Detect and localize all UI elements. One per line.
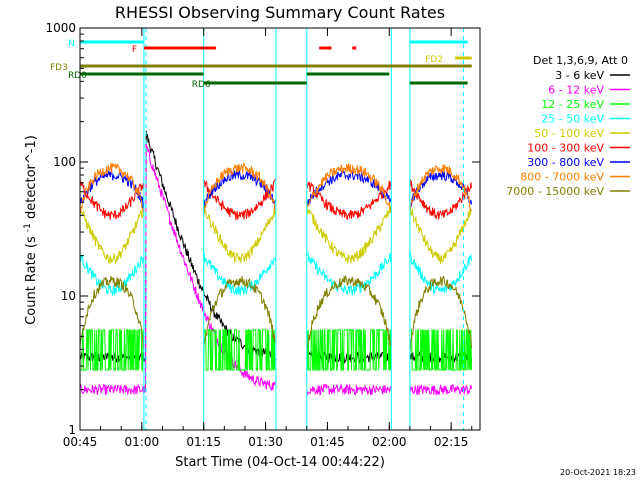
y-axis-label: Count Rate (s -1 detector^-1) [19, 135, 39, 325]
flag-label-fd2: FD2 [425, 55, 443, 65]
legend-entry: 300 - 800 keV [527, 156, 604, 169]
legend-entry: 6 - 12 keV [548, 84, 604, 97]
series-25-50-kev [79, 251, 472, 296]
x-tick-label: 01:00 [125, 435, 160, 449]
flag-label-rd0: RD0 [68, 71, 87, 81]
y-tick-label: 100 [53, 155, 76, 169]
x-tick-label: 01:30 [248, 435, 283, 449]
series-100-300-kev [79, 177, 472, 221]
flag-label-f: F [132, 45, 137, 55]
chart-title: RHESSI Observing Summary Count Rates [115, 3, 445, 22]
x-tick-label: 01:45 [310, 435, 345, 449]
x-tick-label: 00:45 [63, 435, 98, 449]
y-tick-label: 1000 [45, 21, 76, 35]
footer-timestamp: 20-Oct-2021 18:23 [560, 468, 636, 477]
series-800-7000-kev [79, 162, 472, 216]
legend-entry: 100 - 300 keV [527, 142, 604, 155]
series-50-100-kev [79, 204, 472, 265]
y-tick-label: 10 [61, 289, 76, 303]
legend-entry: 12 - 25 keV [541, 98, 604, 111]
legend-entry: 3 - 6 keV [555, 69, 604, 82]
y-tick-label: 1 [68, 423, 76, 437]
svg-text:Count Rate (s -1: Count Rate (s -1 detector^-1) [19, 135, 39, 325]
flag-label-fd3: FD3 [50, 63, 68, 73]
legend-entry: 25 - 50 keV [541, 113, 604, 126]
flag-label-n: N [68, 39, 75, 49]
plot-area [79, 130, 472, 396]
x-tick-label: 02:00 [372, 435, 407, 449]
legend-entry: 800 - 7000 keV [520, 171, 604, 184]
flag-label-rd6: RD6 [192, 80, 211, 90]
series-6-12-kev [79, 143, 472, 396]
series-12-25-kev [80, 329, 472, 371]
axes: 00:45 01:00 01:15 01:30 01:45 02:00 02:15 1 10 10… [45, 21, 481, 449]
legend: Det 1,3,6,9, Att 0 3 - 6 keV 6 - 12 keV12 … [506, 54, 630, 198]
legend-entry: 50 - 100 keV [534, 127, 604, 140]
x-tick-label: 02:15 [434, 435, 469, 449]
series-7000-15000-kev [79, 274, 472, 352]
plot-frame [79, 27, 481, 431]
legend-title: Det 1,3,6,9, Att 0 [533, 54, 628, 67]
legend-entry: 7000 - 15000 keV [506, 185, 604, 198]
x-axis-label: Start Time (04-Oct-14 00:44:22) [175, 455, 385, 470]
x-tick-label: 01:15 [186, 435, 221, 449]
